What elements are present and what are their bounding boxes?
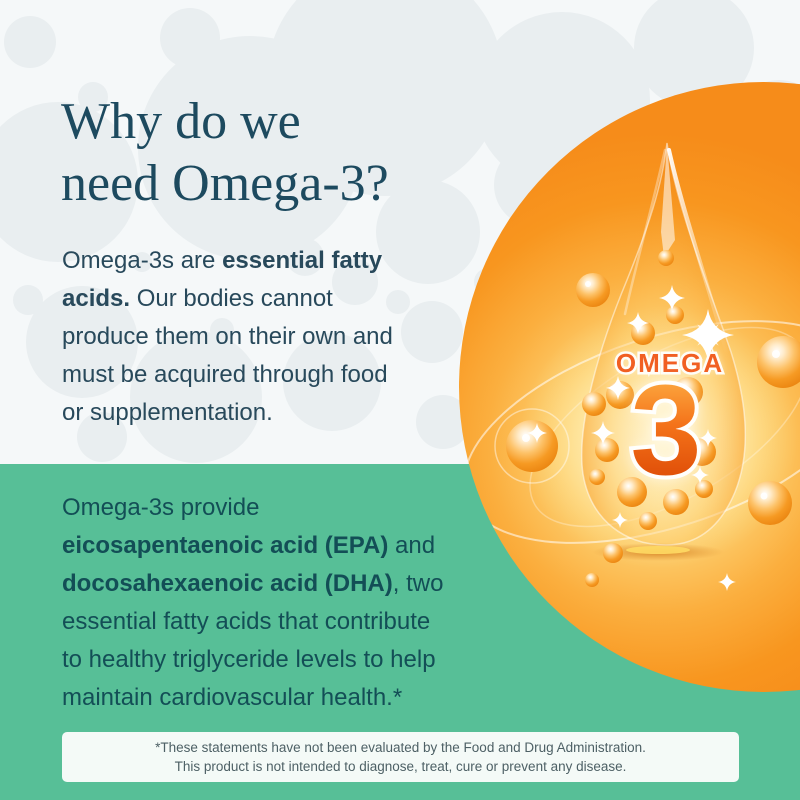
omega-badge-label: OMEGA OMEGA [613,348,725,379]
omega-label-outline: OMEGA [613,348,725,379]
disclaimer-box: *These statements have not been evaluate… [62,732,739,782]
bubble-highlights [522,281,780,500]
benefits-seg: maintain cardiovascular health.* [62,684,403,711]
sparkles [527,285,736,591]
droplet-tip-shine [661,143,675,257]
disclaimer-line2: This product is not intended to diagnose… [174,759,627,774]
omega3-droplet-illustration: OMEGA OMEGA 3 3 [459,82,800,692]
benefits-seg: to healthy triglyceride levels to help [62,646,436,673]
intro-paragraph: Omega-3s are essential fatty acids. Our … [62,242,462,432]
benefits-seg: and [388,532,436,559]
benefits-paragraph: Omega-3s provide eicosapentaenoic acid (… [62,489,482,717]
benefits-seg: essential fatty acids that contribute [62,608,431,635]
omega-number-text: 3 [630,359,702,502]
background-bubbles-pattern [0,0,800,463]
omega-badge-number: 3 3 [626,359,705,502]
benefits-seg: Omega-3s provide [62,494,260,521]
droplet-shadow-core [626,546,690,554]
intro-seg: Omega-3s are [62,247,223,274]
benefits-seg-bold-epa: eicosapentaenoic acid (EPA) [62,532,389,559]
intro-seg: must be acquired through food [62,361,388,388]
droplet-artwork [463,142,800,612]
benefits-seg: , two [392,570,444,597]
intro-seg: Our bodies cannot [130,285,333,312]
page-title: Why do we need Omega-3? [61,91,389,215]
omega-number-outline: 3 [626,363,705,499]
page-title-line1: Why do we [61,93,301,150]
intro-seg: produce them on their own and [62,323,393,350]
page-title-line2: need Omega-3? [61,155,389,212]
droplet-right-shine [667,148,729,356]
omega-label-text: OMEGA [615,348,725,378]
droplet-left-shine [623,148,667,316]
intro-seg: or supplementation. [62,399,273,426]
intro-seg-bold: essential fatty [222,247,383,274]
intro-seg-bold: acids. [62,285,131,312]
disclaimer-line1: *These statements have not been evaluate… [155,740,646,755]
benefits-seg-bold-dha: docosahexaenoic acid (DHA) [62,570,393,597]
